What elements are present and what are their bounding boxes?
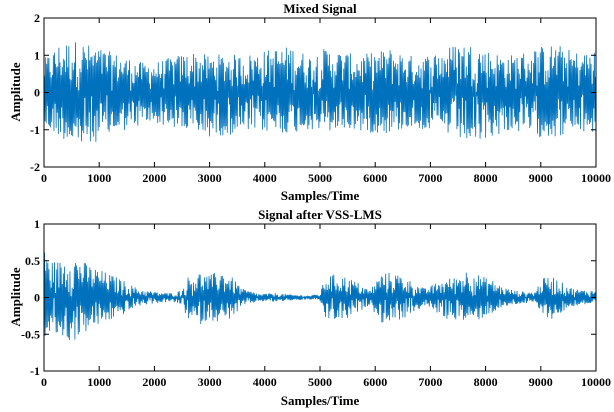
x-tick-label: 10000 [581,171,611,185]
panel-mixed-signal: 0 1000 2000 3000 4000 5000 6000 7000 8000 9000 100… [8,1,611,203]
y-tick-label: -2 [30,160,40,174]
chart-title-mixed-signal: Mixed Signal [283,1,357,16]
x-tick-label: 10000 [581,375,611,389]
x-tick-label: 1000 [87,375,111,389]
y-tick-label: 0 [34,291,40,305]
y-tick-label: 0.5 [25,254,40,268]
x-tick-label: 2000 [142,171,166,185]
x-tick-label: 9000 [529,375,553,389]
x-tick-label: 8000 [474,171,498,185]
x-tick-label: 7000 [418,171,442,185]
x-tick-label: 1000 [87,171,111,185]
y-axis-mixed-signal: -2 -1 0 1 2 [30,11,596,174]
y-tick-label: 2 [34,11,40,25]
y-tick-label: -1 [30,364,40,378]
chart-title-signal-after-vss-lms: Signal after VSS-LMS [258,207,382,222]
x-tick-label: 0 [41,171,47,185]
y-tick-label: 1 [34,48,40,62]
x-tick-label: 4000 [253,375,277,389]
y-axis-label-mixed-signal: Amplitude [8,62,23,121]
x-tick-label: 3000 [198,375,222,389]
y-tick-label: 0 [34,86,40,100]
x-tick-label: 9000 [529,171,553,185]
x-tick-label: 0 [41,375,47,389]
y-tick-label: -1 [30,123,40,137]
signal-after-vss-lms-series-line [43,252,597,352]
mixed-signal-series-line [43,42,597,142]
x-axis-label-signal-after-vss-lms: Samples/Time [281,393,360,408]
y-axis-signal-after-vss-lms: -1 -0.5 0 0.5 1 [21,217,596,378]
x-tick-label: 7000 [418,375,442,389]
vss-lms-signal-trace [43,252,597,352]
x-axis-signal-after-vss-lms: 0 1000 2000 3000 4000 5000 6000 7000 8000 9000 100… [41,224,611,389]
x-tick-label: 3000 [198,171,222,185]
y-axis-label-signal-after-vss-lms: Amplitude [8,267,23,326]
x-tick-label: 6000 [363,375,387,389]
x-tick-label: 5000 [308,171,332,185]
x-axis-label-mixed-signal: Samples/Time [281,188,360,203]
x-tick-label: 6000 [363,171,387,185]
y-tick-label: 1 [34,217,40,231]
y-tick-label: -0.5 [21,327,40,341]
mixed-signal-trace [43,42,597,142]
panel-signal-after-vss-lms: 0 1000 2000 3000 4000 5000 6000 7000 8000 9000 100… [8,207,611,408]
x-axis-mixed-signal: 0 1000 2000 3000 4000 5000 6000 7000 8000 9000 100… [41,18,611,185]
x-tick-label: 4000 [253,171,277,185]
x-tick-label: 2000 [142,375,166,389]
x-tick-label: 5000 [308,375,332,389]
x-tick-label: 8000 [474,375,498,389]
